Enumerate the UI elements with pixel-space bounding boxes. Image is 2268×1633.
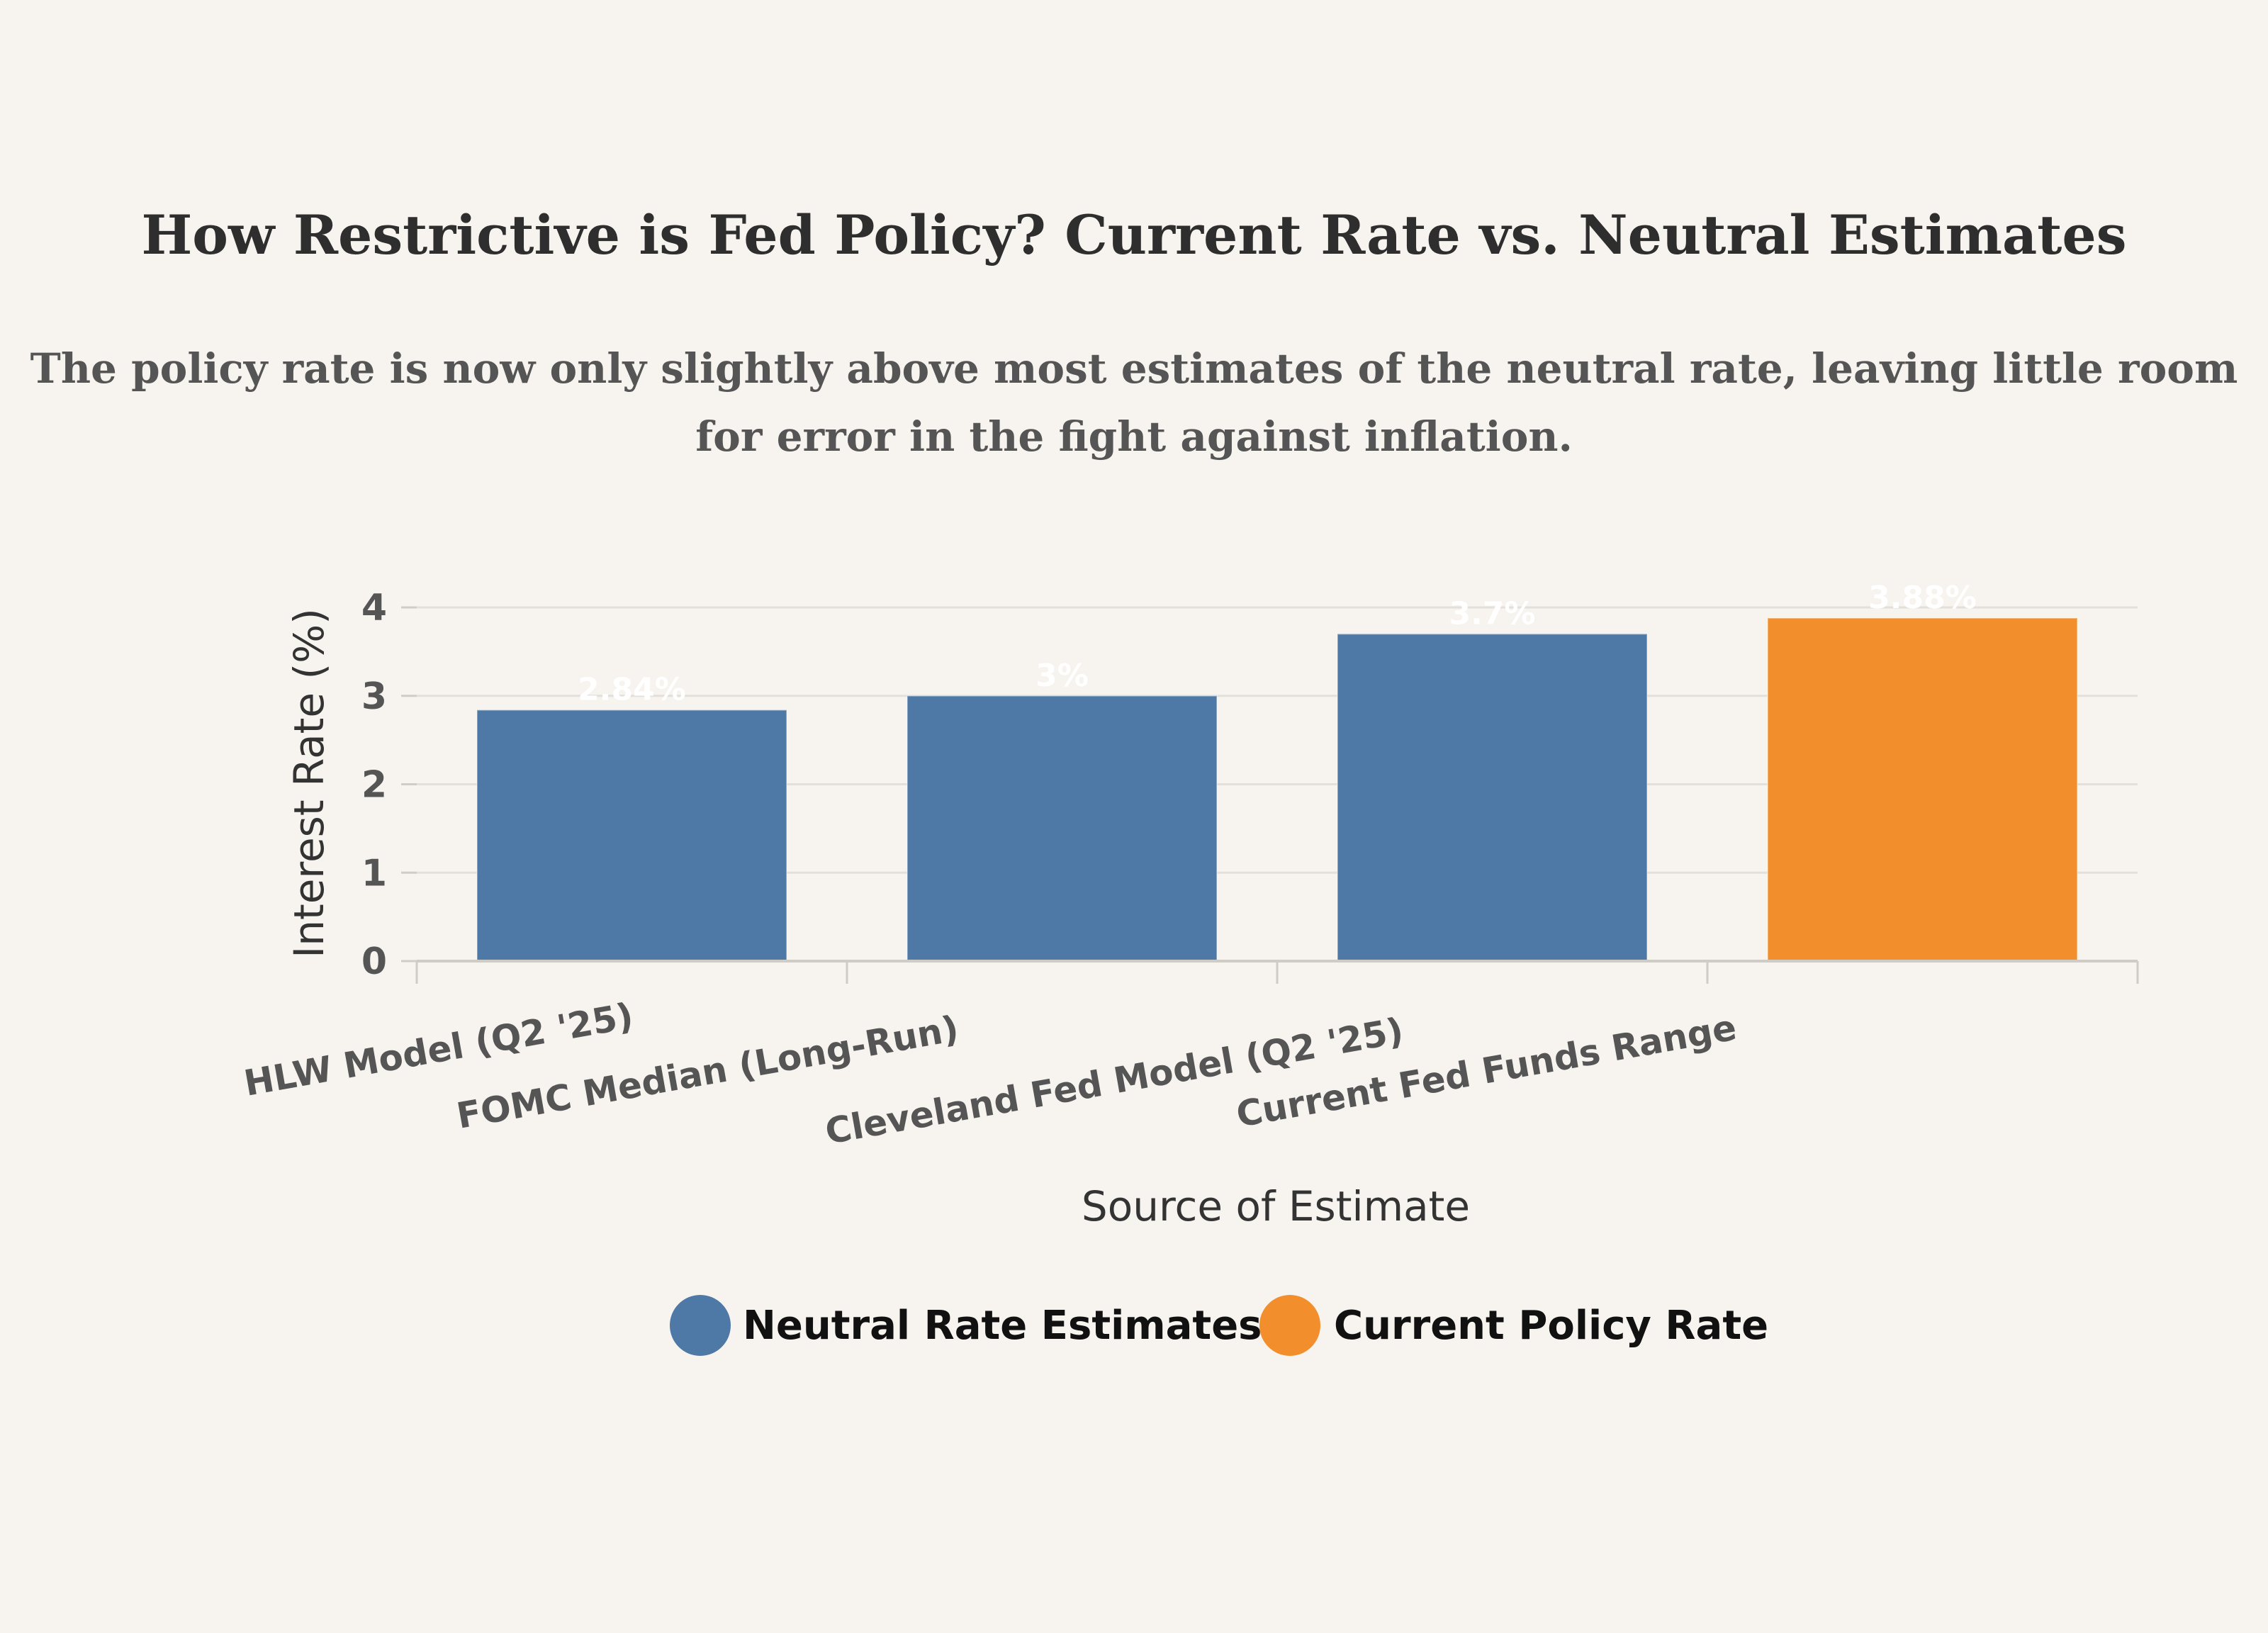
bar-2[interactable] — [906, 695, 1218, 962]
y-tick-label: 4 — [361, 587, 387, 629]
x-axis-title: Source of Estimate — [1082, 1182, 1470, 1230]
chart-subtitle-line-1: The policy rate is now only slightly abo… — [30, 344, 2238, 393]
chart-subtitle-line-2: for error in the fight against inflation… — [695, 413, 1573, 461]
plot-area: 2.84% 3% 3.7% 3.88% HLW Model (Q2 '25)FOMC … — [241, 580, 2139, 1152]
legend: Neutral Rate Estimates Current Policy Ra… — [670, 1295, 1768, 1356]
bar-3[interactable] — [1336, 633, 1649, 962]
data-labels: 2.84% 3% 3.7% 3.88% — [578, 580, 1977, 708]
bar-4[interactable] — [1766, 617, 2079, 962]
bars — [476, 617, 2079, 963]
y-tick-label: 1 — [361, 852, 387, 894]
y-tick-label: 0 — [361, 941, 387, 983]
chart-title: How Restrictive is Fed Policy? Current R… — [141, 203, 2126, 266]
legend-label-neutral-rate-estimates: Neutral Rate Estimates — [743, 1303, 1262, 1349]
legend-swatch-neutral-rate-estimates — [670, 1295, 731, 1356]
data-label-3: 3.7% — [1449, 595, 1535, 632]
legend-swatch-current-policy-rate — [1259, 1295, 1320, 1356]
y-axis-title: Interest Rate (%) — [285, 608, 333, 958]
legend-label-current-policy-rate: Current Policy Rate — [1334, 1303, 1768, 1349]
data-label-1: 2.84% — [578, 672, 686, 708]
y-tick-label: 3 — [361, 675, 387, 718]
y-axis: 0 1 2 3 4 — [361, 587, 417, 983]
y-tick-label: 2 — [361, 764, 387, 807]
bar-1[interactable] — [476, 709, 788, 963]
data-label-4: 3.88% — [1868, 580, 1977, 616]
x-axis: HLW Model (Q2 '25)FOMC Median (Long-Run)… — [241, 960, 2139, 1152]
data-label-2: 3% — [1035, 658, 1089, 694]
